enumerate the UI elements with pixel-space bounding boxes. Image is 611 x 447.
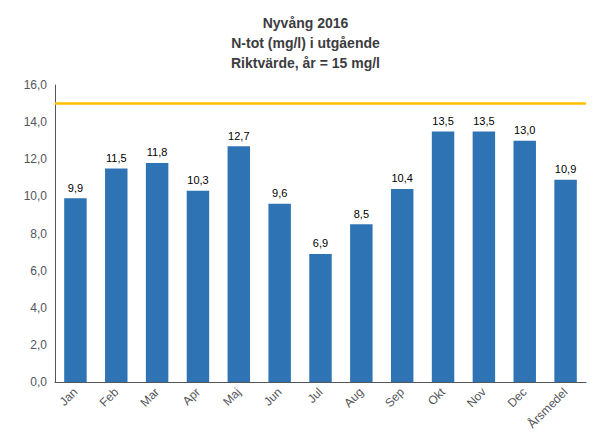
svg-text:16,0: 16,0 [24, 78, 48, 92]
svg-text:11,8: 11,8 [147, 146, 168, 158]
svg-text:Apr: Apr [180, 385, 203, 408]
svg-text:9,6: 9,6 [272, 187, 287, 199]
svg-text:Mar: Mar [138, 385, 163, 409]
svg-text:Nyvång 2016: Nyvång 2016 [263, 15, 349, 31]
svg-text:9,9: 9,9 [68, 182, 83, 194]
svg-text:Riktvärde, år = 15 mg/l: Riktvärde, år = 15 mg/l [231, 55, 380, 71]
svg-text:11,5: 11,5 [106, 152, 127, 164]
svg-text:8,5: 8,5 [354, 208, 369, 220]
svg-text:Jul: Jul [305, 385, 326, 406]
svg-text:10,4: 10,4 [391, 172, 412, 184]
svg-text:Aug: Aug [341, 385, 366, 410]
svg-text:0,0: 0,0 [30, 375, 47, 389]
svg-text:2,0: 2,0 [30, 338, 47, 352]
svg-text:12,7: 12,7 [228, 130, 249, 142]
svg-text:10,3: 10,3 [187, 174, 208, 186]
svg-text:Dec: Dec [505, 385, 530, 410]
svg-text:12,0: 12,0 [24, 152, 48, 166]
svg-text:13,5: 13,5 [432, 115, 453, 127]
svg-text:Maj: Maj [220, 385, 244, 409]
svg-text:Nov: Nov [464, 385, 489, 410]
svg-text:N-tot (mg/l) i utgående: N-tot (mg/l) i utgående [231, 35, 380, 51]
svg-text:6,0: 6,0 [30, 264, 47, 278]
svg-text:6,9: 6,9 [313, 237, 328, 249]
svg-text:13,5: 13,5 [473, 115, 494, 127]
svg-text:Okt: Okt [425, 385, 449, 409]
svg-text:10,9: 10,9 [555, 163, 576, 175]
svg-text:4,0: 4,0 [30, 301, 47, 315]
svg-text:13,0: 13,0 [514, 124, 535, 136]
svg-text:Jan: Jan [57, 385, 81, 409]
svg-text:Årsmedel: Årsmedel [524, 384, 570, 430]
svg-text:Sep: Sep [382, 385, 407, 410]
svg-text:8,0: 8,0 [30, 227, 47, 241]
svg-text:10,0: 10,0 [24, 189, 48, 203]
svg-text:14,0: 14,0 [24, 115, 48, 129]
svg-text:Feb: Feb [97, 385, 122, 410]
svg-text:Jun: Jun [261, 385, 285, 409]
